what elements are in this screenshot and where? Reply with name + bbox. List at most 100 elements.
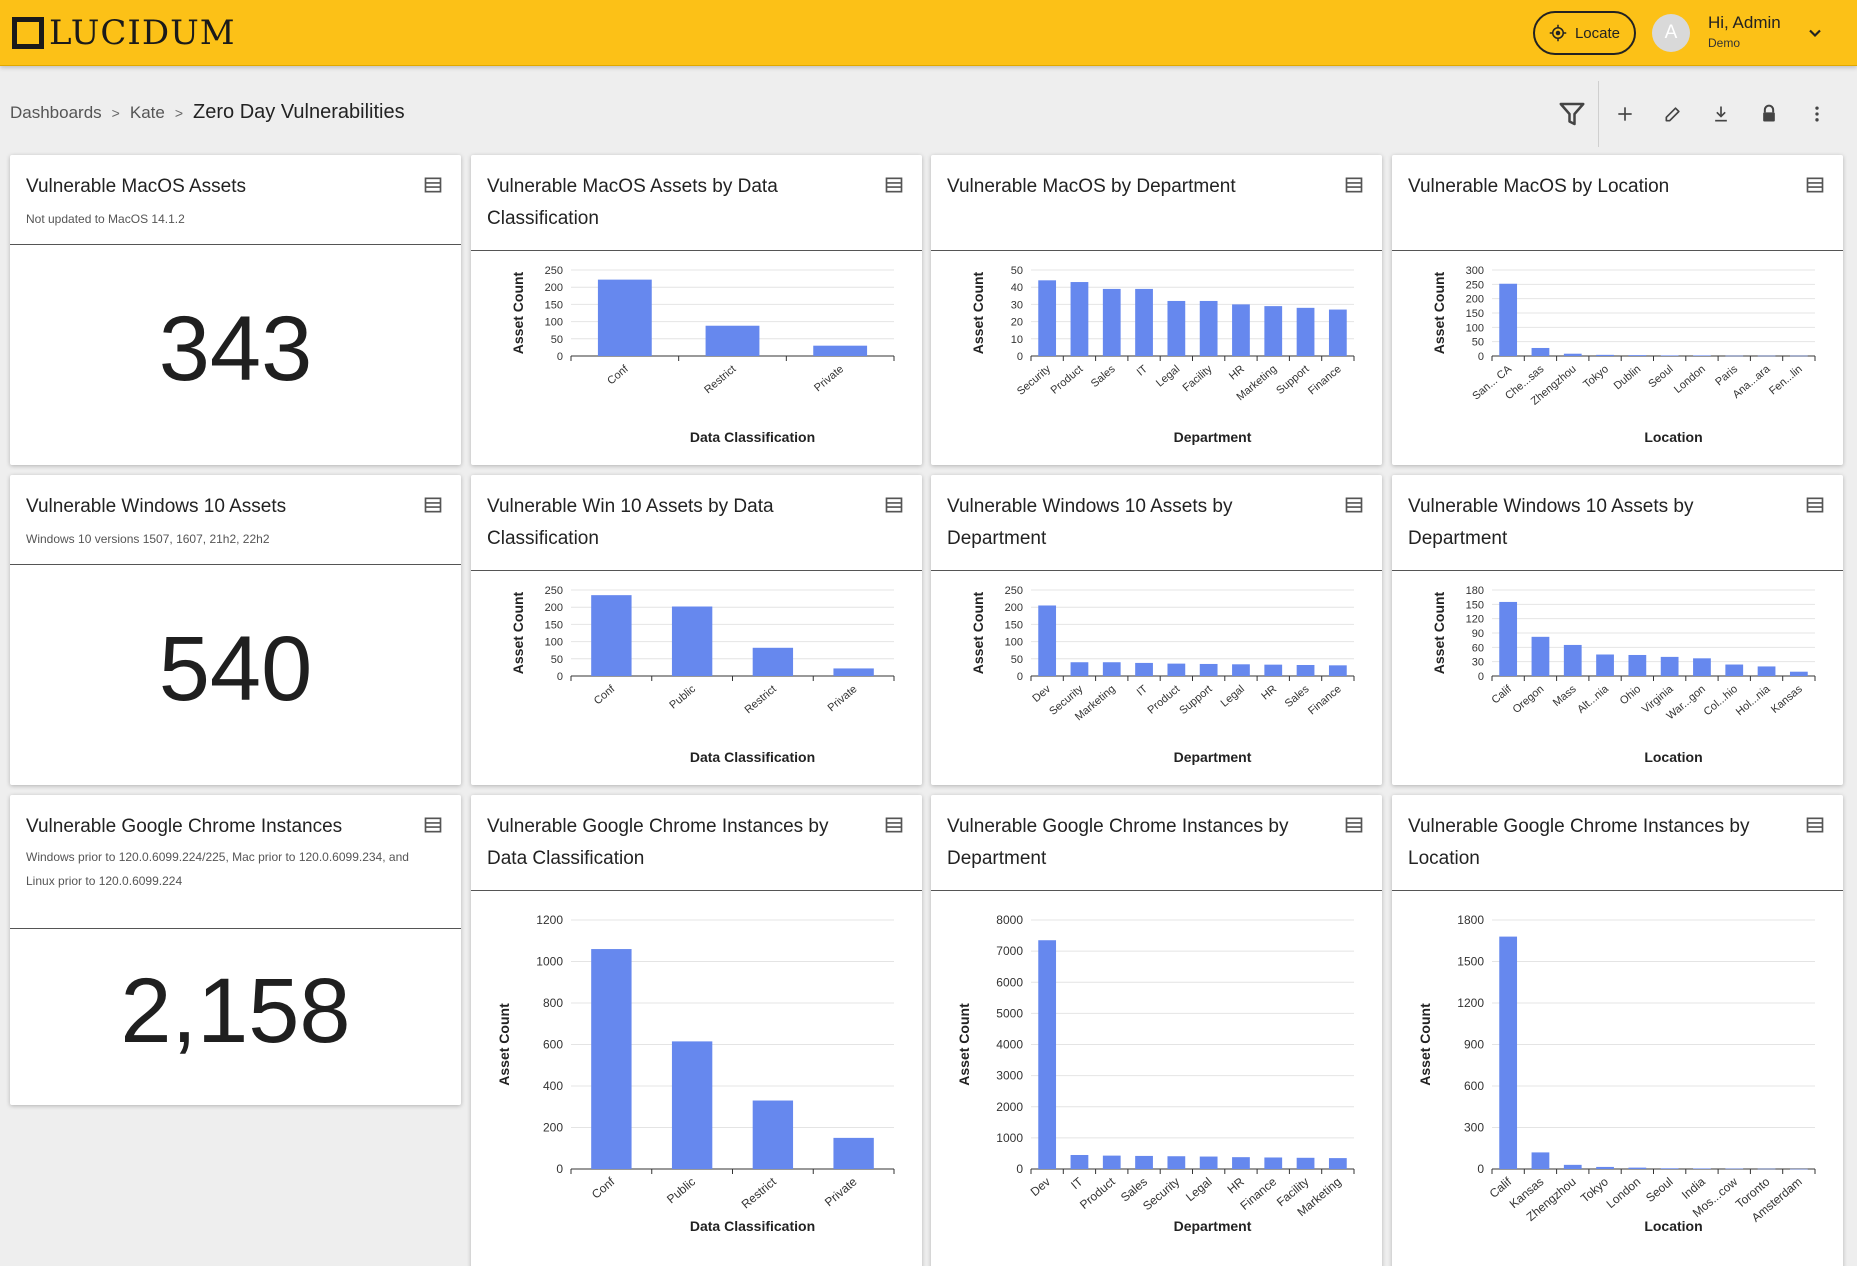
bar[interactable] <box>1232 1157 1250 1169</box>
table-view-icon[interactable] <box>1805 815 1825 835</box>
table-view-icon[interactable] <box>423 815 443 835</box>
bar[interactable] <box>1563 644 1582 676</box>
bar[interactable] <box>1693 1168 1711 1169</box>
bar[interactable] <box>1102 662 1121 676</box>
bar[interactable] <box>1789 671 1808 676</box>
bar[interactable] <box>752 1100 794 1169</box>
bar[interactable] <box>1070 662 1089 676</box>
bar[interactable] <box>1693 355 1711 356</box>
bar[interactable] <box>1232 664 1250 676</box>
table-view-icon[interactable] <box>884 495 904 515</box>
bar[interactable] <box>1038 605 1057 676</box>
lock-button[interactable] <box>1745 92 1793 136</box>
bar[interactable] <box>1135 288 1153 356</box>
bar[interactable] <box>1725 355 1744 357</box>
table-view-icon[interactable] <box>1805 175 1825 195</box>
edit-button[interactable] <box>1649 92 1697 136</box>
bar[interactable] <box>1757 1168 1776 1170</box>
bar[interactable] <box>1628 1167 1647 1169</box>
bar[interactable] <box>671 606 713 676</box>
bar[interactable] <box>1725 1168 1744 1170</box>
download-button[interactable] <box>1697 92 1745 136</box>
dashboard-card[interactable]: Vulnerable Windows 10 Assets by Departme… <box>931 475 1382 785</box>
dashboard-card[interactable]: Vulnerable Google Chrome Instances by Da… <box>471 795 922 1266</box>
chevron-down-icon[interactable] <box>1805 23 1825 43</box>
bar[interactable] <box>1693 658 1711 676</box>
bar[interactable] <box>1102 288 1121 356</box>
bar[interactable] <box>1232 304 1250 356</box>
dashboard-card[interactable]: Vulnerable Google Chrome Instances by De… <box>931 795 1382 1266</box>
dashboard-card[interactable]: Vulnerable MacOS by Department 0 10 20 30 40 5… <box>931 155 1382 465</box>
table-view-icon[interactable] <box>1805 495 1825 515</box>
bar[interactable] <box>1038 280 1057 356</box>
bar[interactable] <box>1135 1155 1153 1169</box>
bar[interactable] <box>1328 1158 1347 1169</box>
dashboard-card[interactable]: Vulnerable MacOS by Location 0 50 100 150 200… <box>1392 155 1843 465</box>
bar[interactable] <box>1135 662 1153 676</box>
bar[interactable] <box>591 595 632 676</box>
bar[interactable] <box>1296 1157 1315 1169</box>
bar[interactable] <box>1660 1168 1679 1169</box>
dashboard-card[interactable]: Vulnerable Windows 10 Assets Windows 10 v… <box>10 475 461 785</box>
dashboard-card[interactable]: Vulnerable Google Chrome Instances by Lo… <box>1392 795 1843 1266</box>
bar[interactable] <box>1660 656 1679 676</box>
bar[interactable] <box>1102 1155 1121 1169</box>
bar[interactable] <box>1499 601 1518 676</box>
breadcrumb-dashboards[interactable]: Dashboards <box>10 103 102 122</box>
dashboard-card[interactable]: Vulnerable MacOS Assets by Data Classifi… <box>471 155 922 465</box>
table-view-icon[interactable] <box>1344 175 1364 195</box>
dashboard-card[interactable]: Vulnerable MacOS Assets Not updated to Ma… <box>10 155 461 465</box>
dashboard-card[interactable]: Vulnerable Google Chrome Instances Window… <box>10 795 461 1105</box>
filter-button[interactable] <box>1548 92 1596 136</box>
bar[interactable] <box>705 325 760 356</box>
bar[interactable] <box>1628 355 1647 356</box>
bar[interactable] <box>1296 664 1315 676</box>
bar[interactable] <box>1038 940 1057 1169</box>
breadcrumb-kate[interactable]: Kate <box>129 103 165 122</box>
bar[interactable] <box>1264 306 1283 356</box>
bar[interactable] <box>1167 1156 1186 1169</box>
bar[interactable] <box>1070 1154 1089 1169</box>
bar[interactable] <box>591 949 632 1169</box>
bar[interactable] <box>1199 1156 1218 1169</box>
bar[interactable] <box>1789 1168 1808 1170</box>
bar[interactable] <box>1167 663 1186 676</box>
bar[interactable] <box>1499 936 1518 1169</box>
bar[interactable] <box>1757 666 1776 676</box>
bar[interactable] <box>1596 354 1614 356</box>
bar[interactable] <box>1596 1166 1614 1169</box>
avatar[interactable]: A <box>1652 14 1690 52</box>
bar[interactable] <box>1531 636 1550 676</box>
table-view-icon[interactable] <box>1344 815 1364 835</box>
bar[interactable] <box>833 1137 874 1169</box>
bar[interactable] <box>1199 663 1218 676</box>
table-view-icon[interactable] <box>1344 495 1364 515</box>
dashboard-card[interactable]: Vulnerable Win 10 Assets by Data Classif… <box>471 475 922 785</box>
bar[interactable] <box>833 668 874 676</box>
bar[interactable] <box>1563 353 1582 356</box>
bar[interactable] <box>1531 347 1550 356</box>
table-view-icon[interactable] <box>423 175 443 195</box>
bar[interactable] <box>752 647 794 676</box>
bar[interactable] <box>671 1041 713 1169</box>
bar[interactable] <box>1199 300 1218 356</box>
bar[interactable] <box>1660 355 1679 356</box>
add-button[interactable] <box>1601 92 1649 136</box>
locate-button[interactable]: Locate <box>1533 11 1636 55</box>
lucidum-logo[interactable]: LUCIDUM <box>12 13 236 53</box>
bar[interactable] <box>1757 355 1776 357</box>
bar[interactable] <box>1563 1164 1582 1169</box>
bar[interactable] <box>1531 1152 1550 1169</box>
bar[interactable] <box>1328 665 1347 676</box>
bar[interactable] <box>597 279 652 356</box>
dashboard-card[interactable]: Vulnerable Windows 10 Assets by Departme… <box>1392 475 1843 785</box>
more-options-button[interactable] <box>1793 92 1841 136</box>
bar[interactable] <box>1296 307 1315 356</box>
bar[interactable] <box>813 345 868 356</box>
table-view-icon[interactable] <box>423 495 443 515</box>
table-view-icon[interactable] <box>884 175 904 195</box>
user-greeting[interactable]: Hi, Admin <box>1708 13 1781 32</box>
bar[interactable] <box>1789 355 1808 357</box>
bar[interactable] <box>1628 654 1647 676</box>
bar[interactable] <box>1070 282 1089 356</box>
